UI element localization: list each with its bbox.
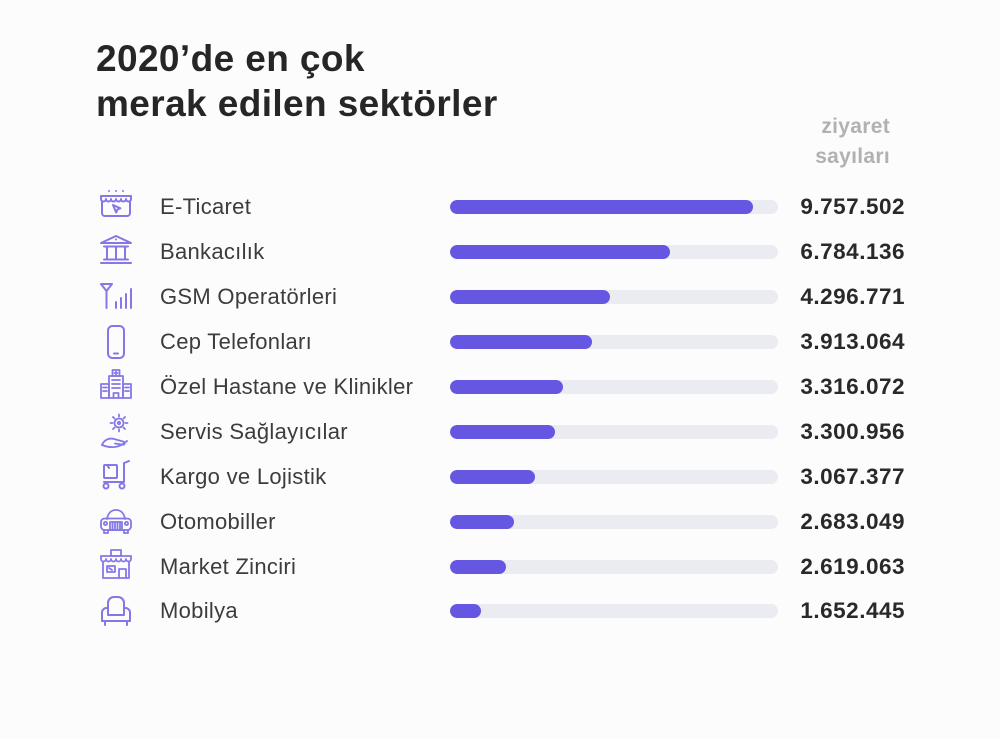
bar-track [450, 245, 778, 260]
sector-value: 3.300.956 [800, 418, 905, 444]
bar-track [450, 604, 778, 619]
table-row: Mobilya 1.652.445 [0, 589, 1000, 634]
table-row: Market Zinciri 2.619.063 [0, 544, 1000, 589]
storefront-cursor-icon [96, 187, 140, 227]
antenna-signal-icon [96, 277, 140, 317]
sector-value: 3.067.377 [800, 463, 905, 489]
sector-label: Mobilya [160, 598, 238, 624]
hand-gear-icon [96, 412, 140, 452]
bar-fill [450, 514, 514, 529]
handtruck-icon [96, 457, 140, 497]
title-line-2: merak edilen sektörler [96, 83, 498, 125]
bar-fill [450, 200, 754, 215]
sector-label: Bankacılık [160, 239, 265, 265]
bank-icon [96, 232, 140, 272]
sector-label: GSM Operatörleri [160, 284, 338, 310]
sector-label: Otomobiller [160, 508, 276, 534]
sector-value: 1.652.445 [800, 598, 905, 624]
sector-label: Servis Sağlayıcılar [160, 418, 348, 444]
bar-track [450, 469, 778, 484]
table-row: Otomobiller 2.683.049 [0, 499, 1000, 544]
visits-header-line-2: sayıları [815, 145, 890, 169]
table-row: Bankacılık 6.784.136 [0, 230, 1000, 275]
table-row: Servis Sağlayıcılar 3.300.956 [0, 409, 1000, 454]
page-title: 2020’de en çok merak edilen sektörler [96, 36, 498, 126]
table-row: GSM Operatörleri 4.296.771 [0, 275, 1000, 320]
car-icon [96, 502, 140, 542]
bar-fill [450, 604, 482, 619]
table-row: Özel Hastane ve Klinikler 3.316.072 [0, 365, 1000, 410]
visits-count-header: ziyaret sayıları [815, 112, 890, 172]
bar-track [450, 514, 778, 529]
sector-value: 3.316.072 [800, 374, 905, 399]
bar-track [450, 200, 778, 215]
sector-label: E-Ticaret [160, 194, 252, 220]
shop-icon [96, 547, 140, 587]
sector-label: Cep Telefonları [160, 329, 313, 355]
sector-value: 3.913.064 [800, 329, 905, 355]
hospital-icon [96, 367, 140, 407]
sector-label: Özel Hastane ve Klinikler [160, 374, 414, 399]
sector-value: 2.683.049 [800, 508, 905, 534]
title-line-1: 2020’de en çok [96, 38, 365, 79]
table-row: Cep Telefonları 3.913.064 [0, 320, 1000, 365]
bar-fill [450, 335, 593, 350]
sector-list: E-Ticaret 9.757.502 Bankacılık 6.784.136 [0, 185, 1000, 634]
table-row: Kargo ve Lojistik 3.067.377 [0, 454, 1000, 499]
sector-value: 9.757.502 [800, 194, 905, 220]
visits-header-line-1: ziyaret [821, 115, 890, 138]
sector-value: 4.296.771 [800, 284, 905, 310]
bar-track [450, 290, 778, 305]
sector-label: Kargo ve Lojistik [160, 463, 327, 489]
bar-track [450, 380, 778, 394]
sector-label: Market Zinciri [160, 553, 297, 579]
bar-fill [450, 469, 535, 484]
armchair-icon [96, 591, 140, 631]
bar-fill [450, 559, 507, 574]
smartphone-icon [96, 322, 140, 362]
bar-track [450, 424, 778, 439]
sector-value: 6.784.136 [800, 239, 905, 265]
bar-track [450, 335, 778, 350]
bar-fill [450, 290, 611, 305]
bar-fill [450, 424, 555, 439]
bar-fill [450, 245, 671, 260]
bar-fill [450, 380, 564, 394]
table-row: E-Ticaret 9.757.502 [0, 185, 1000, 230]
bar-track [450, 559, 778, 574]
sector-value: 2.619.063 [800, 553, 905, 579]
